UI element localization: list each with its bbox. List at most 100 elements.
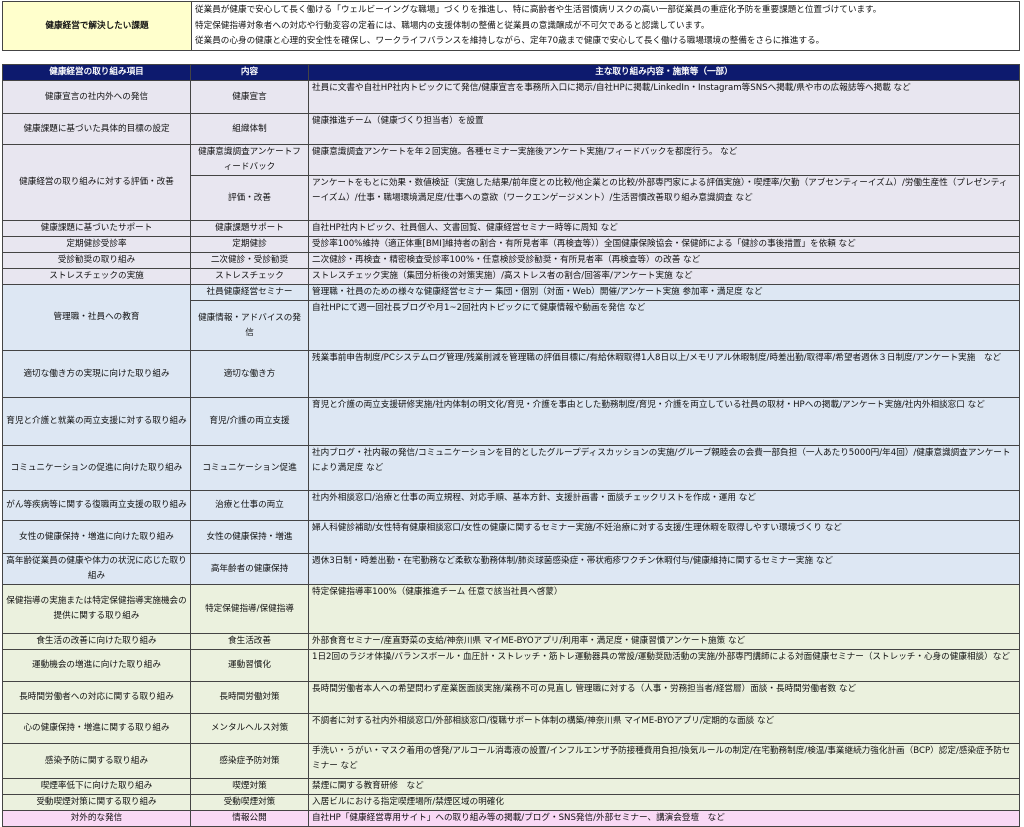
content-cell: 社員健康経営セミナー <box>190 284 309 301</box>
table-row: 感染予防に関する取り組み 感染症予防対策 手洗い・うがい・マスク着用の啓発/アルコー… <box>2 743 1020 779</box>
detail-cell: 自社HPにて週一回社長ブログや月1~2回社内トピックにて健康情報や動画を発信 な… <box>308 300 1020 351</box>
content-cell: 健康意識調査アンケートフィードバック <box>190 144 309 176</box>
table-row: 健康課題に基づいた具体的目標の設定 組織体制 健康推進チーム（健康づくり担当者）を設… <box>2 113 1020 145</box>
content-cell: 特定保健指導/保健指導 <box>190 584 309 634</box>
table-row: 喫煙率低下に向けた取り組み 喫煙対策 禁煙に関する教育研修 など <box>2 778 1020 795</box>
table-row: コミュニケーションの促進に向けた取り組み コミュニケーション促進 社内ブログ・社内報… <box>2 445 1020 491</box>
detail-cell: 入居ビルにおける指定喫煙場所/禁煙区域の明確化 <box>308 794 1020 811</box>
detail-cell: 自社HP社内トピック、社員個人、文書回覧、健康経営セミナー時等に周知 など <box>308 220 1020 237</box>
table-row: 運動機会の増進に向けた取り組み 運動習慣化 1日2回のラジオ体操/バランスボール・血… <box>2 649 1020 682</box>
issue-line: 従業員の心身の健康と心理的安全性を確保し、ワークライフバランスを維持しながら、定… <box>195 36 825 46</box>
initiatives-table: 健康経営の取り組み項目 内容 主な取り組み内容・施策等（一部） 健康宣言の社内外… <box>2 64 1020 827</box>
content-cell: 健康課題サポート <box>190 220 309 237</box>
content-cell: コミュニケーション促進 <box>190 445 309 491</box>
detail-cell: 1日2回のラジオ体操/バランスボール・血圧計・ストレッチ・筋トレ運動器具の常設/… <box>308 649 1020 682</box>
content-cell: 二次健診・受診勧奨 <box>190 252 309 269</box>
detail-cell: 管理職・社員のための様々な健康経営セミナー 集団・個別（対面・Web）開催/アン… <box>308 284 1020 301</box>
issue-line: 従業員が健康で安心して長く働ける「ウェルビーイングな職場」づくりを推進し、特に高… <box>195 5 882 15</box>
detail-cell: 長時間労働者本人への希望問わず産業医面談実施/業務不可の見直し 管理職に対する（… <box>308 681 1020 714</box>
detail-cell: ストレスチェック実施（集団分析後の対策実施）/高ストレス者の割合/回答率/アンケ… <box>308 268 1020 285</box>
detail-cell: 週休3日制・時差出勤・在宅勤務など柔軟な勤務体制/肺炎球菌感染症・帯状疱疹ワクチ… <box>308 553 1020 585</box>
content-cell: 感染症予防対策 <box>190 743 309 779</box>
item-cell: コミュニケーションの促進に向けた取り組み <box>2 445 191 491</box>
detail-cell: 受診率100%維持（適正体重[BMI]維持者の割合・有所見者率（再検査等））全国… <box>308 236 1020 253</box>
table-row: 長時間労働者への対応に関する取り組み 長時間労働対策 長時間労働者本人への希望問わず… <box>2 681 1020 714</box>
table-row: 適切な働き方の実現に向けた取り組み 適切な働き方 残業事前申告制度/PCシステムログ… <box>2 350 1020 398</box>
table-row: 健康宣言の社内外への発信 健康宣言 社員に文書や自社HP社内トピックにて発信/健康宣… <box>2 80 1020 114</box>
content-cell: 組織体制 <box>190 113 309 145</box>
item-cell: 保健指導の実施または特定保健指導実施機会の提供に関する取り組み <box>2 584 191 634</box>
header-detail: 主な取り組み内容・施策等（一部） <box>308 64 1020 81</box>
content-cell: 受動喫煙対策 <box>190 794 309 811</box>
table-row: 心の健康保持・増進に関する取り組み メンタルヘルス対策 不調者に対する社内外相談窓口… <box>2 713 1020 744</box>
content-cell: 育児/介護の両立支援 <box>190 397 309 446</box>
item-cell: 育児と介護と就業の両立支援に対する取り組み <box>2 397 191 446</box>
detail-cell: 外部食育セミナー/産直野菜の支給/神奈川県 マイME-BYOアプリ/利用率・満足… <box>308 633 1020 650</box>
item-cell: 対外的な発信 <box>2 810 191 827</box>
detail-cell: 禁煙に関する教育研修 など <box>308 778 1020 795</box>
table-header-row: 健康経営の取り組み項目 内容 主な取り組み内容・施策等（一部） <box>2 64 1020 81</box>
detail-cell: 婦人科健診補助/女性特有健康相談窓口/女性の健康に関するセミナー実施/不妊治療に… <box>308 520 1020 554</box>
item-cell: がん等疾病等に関する復職両立支援の取り組み <box>2 490 191 521</box>
content-cell: メンタルヘルス対策 <box>190 713 309 744</box>
item-cell: 管理職・社員への教育 <box>2 284 191 351</box>
item-cell: 健康経営の取り組みに対する評価・改善 <box>2 144 191 221</box>
content-cell: 喫煙対策 <box>190 778 309 795</box>
table-row: 健康経営の取り組みに対する評価・改善 健康意識調査アンケートフィードバック 健康意識… <box>2 144 1020 221</box>
content-cell: 情報公開 <box>190 810 309 827</box>
table-row: 対外的な発信 情報公開 自社HP「健康経営専用サイト」への取り組み等の掲載/ブログ・… <box>2 810 1020 827</box>
table-row: 保健指導の実施または特定保健指導実施機会の提供に関する取り組み 特定保健指導/保健… <box>2 584 1020 634</box>
table-row: 育児と介護と就業の両立支援に対する取り組み 育児/介護の両立支援 育児と介護の両立支… <box>2 397 1020 446</box>
item-cell: 健康課題に基づいた具体的目標の設定 <box>2 113 191 145</box>
issue-table: 健康経営で解決したい課題 従業員が健康で安心して長く働ける「ウェルビーイングな職… <box>2 1 1020 51</box>
content-cell: 定期健診 <box>190 236 309 253</box>
table-row: 女性の健康保持・増進に向けた取り組み 女性の健康保持・増進 婦人科健診補助/女性特有… <box>2 520 1020 554</box>
detail-cell: 社内外相談窓口/治療と仕事の両立規程、対応手順、基本方針、支援計画書・面談チェッ… <box>308 490 1020 521</box>
item-cell: 感染予防に関する取り組み <box>2 743 191 779</box>
item-cell: 長時間労働者への対応に関する取り組み <box>2 681 191 714</box>
table-row: ストレスチェックの実施 ストレスチェック ストレスチェック実施（集団分析後の対策実施… <box>2 268 1020 285</box>
detail-cell: 健康推進チーム（健康づくり担当者）を設置 <box>308 113 1020 145</box>
item-cell: 健康宣言の社内外への発信 <box>2 80 191 114</box>
content-cell: 健康宣言 <box>190 80 309 114</box>
content-cell: 女性の健康保持・増進 <box>190 520 309 554</box>
table-row: 評価・改善 アンケートをもとに効果・数値検証（実施した結果/前年度との比較/他企業… <box>2 175 1020 221</box>
item-cell: 女性の健康保持・増進に向けた取り組み <box>2 520 191 554</box>
issue-line: 特定保健指導対象者への対応や行動変容の定着には、職場内の支援体制の整備と従業員の… <box>195 20 710 31</box>
content-cell: 適切な働き方 <box>190 350 309 398</box>
table-row: がん等疾病等に関する復職両立支援の取り組み 治療と仕事の両立 社内外相談窓口/治療と… <box>2 490 1020 521</box>
table-row: 受診勧奨の取り組み 二次健診・受診勧奨 二次健診・再検査・精密検査受診率100%・任… <box>2 252 1020 269</box>
content-cell: 長時間労働対策 <box>190 681 309 714</box>
content-cell: 食生活改善 <box>190 633 309 650</box>
content-cell: 健康情報・アドバイスの発信 <box>190 300 309 351</box>
header-item: 健康経営の取り組み項目 <box>2 64 191 81</box>
content-cell: 高年齢者の健康保持 <box>190 553 309 585</box>
issue-text: 従業員が健康で安心して長く働ける「ウェルビーイングな職場」づくりを推進し、特に高… <box>191 1 1020 51</box>
content-cell: 運動習慣化 <box>190 649 309 682</box>
item-cell: 高年齢従業員の健康や体力の状況に応じた取り組み <box>2 553 191 585</box>
issue-label: 健康経営で解決したい課題 <box>2 1 192 51</box>
table-row: 高年齢従業員の健康や体力の状況に応じた取り組み 高年齢者の健康保持 週休3日制・時差… <box>2 553 1020 585</box>
item-cell: 適切な働き方の実現に向けた取り組み <box>2 350 191 398</box>
table-row: 食生活の改善に向けた取り組み 食生活改善 外部食育セミナー/産直野菜の支給/神奈川県… <box>2 633 1020 650</box>
detail-cell: 社内ブログ・社内報の発信/コミュニケーションを目的としたグループディスカッション… <box>308 445 1020 491</box>
content-cell: ストレスチェック <box>190 268 309 285</box>
detail-cell: アンケートをもとに効果・数値検証（実施した結果/前年度との比較/他企業との比較/… <box>308 175 1020 221</box>
detail-cell: 手洗い・うがい・マスク着用の啓発/アルコール消毒液の設置/インフルエンザ予防接種… <box>308 743 1020 779</box>
table-row: 受動喫煙対策に関する取り組み 受動喫煙対策 入居ビルにおける指定喫煙場所/禁煙区域の… <box>2 794 1020 811</box>
item-cell: 受動喫煙対策に関する取り組み <box>2 794 191 811</box>
item-cell: 健康課題に基づいたサポート <box>2 220 191 237</box>
content-cell: 治療と仕事の両立 <box>190 490 309 521</box>
item-cell: 食生活の改善に向けた取り組み <box>2 633 191 650</box>
table-row: 定期健診受診率 定期健診 受診率100%維持（適正体重[BMI]維持者の割合・有所見… <box>2 236 1020 253</box>
detail-cell: 育児と介護の両立支援研修実施/社内体制の明文化/育児・介護を事由とした勤務制度/… <box>308 397 1020 446</box>
detail-cell: 特定保健指導率100%（健康推進チーム 任意で該当社員へ啓蒙） <box>308 584 1020 634</box>
item-cell: ストレスチェックの実施 <box>2 268 191 285</box>
item-cell: 喫煙率低下に向けた取り組み <box>2 778 191 795</box>
table-row: 健康課題に基づいたサポート 健康課題サポート 自社HP社内トピック、社員個人、文書回… <box>2 220 1020 237</box>
detail-cell: 不調者に対する社内外相談窓口/外部相談窓口/復職サポート体制の構築/神奈川県 マ… <box>308 713 1020 744</box>
table-row: 管理職・社員への教育 社員健康経営セミナー 管理職・社員のための様々な健康経営セミナ… <box>2 284 1020 351</box>
detail-cell: 自社HP「健康経営専用サイト」への取り組み等の掲載/ブログ・SNS発信/外部セミ… <box>308 810 1020 827</box>
item-cell: 運動機会の増進に向けた取り組み <box>2 649 191 682</box>
item-cell: 受診勧奨の取り組み <box>2 252 191 269</box>
